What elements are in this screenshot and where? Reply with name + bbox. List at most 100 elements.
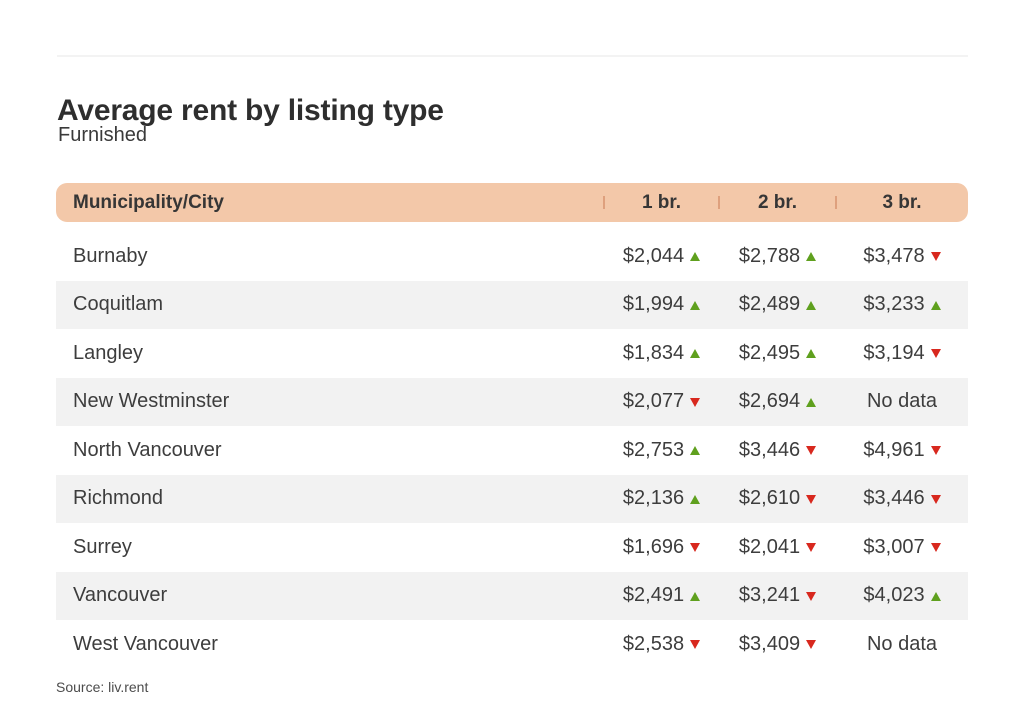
rent-value-cell: $2,610 [719, 487, 836, 510]
header-municipality: Municipality/City [73, 191, 224, 213]
rent-value-cell: $2,495 [719, 342, 836, 365]
page-title: Average rent by listing type [57, 94, 444, 128]
rent-value-cell: No data [836, 633, 968, 656]
rent-value-cell: $2,041 [719, 536, 836, 559]
trend-up-icon [690, 591, 701, 601]
trend-up-icon [690, 446, 701, 456]
trend-down-icon [690, 397, 701, 407]
rent-amount: $3,241 [738, 584, 801, 607]
rent-amount: $2,788 [738, 244, 801, 267]
city-label: Surrey [73, 535, 132, 558]
rent-amount: $2,610 [738, 487, 801, 510]
trend-up-icon [806, 397, 817, 407]
header-3br: 3 br. [835, 192, 968, 214]
rent-amount: $4,961 [863, 438, 925, 461]
trend-down-icon [806, 494, 817, 504]
rent-value-cell: $2,491 [604, 584, 719, 607]
table-row: Richmond $2,136 $2,610 $3,446 [56, 474, 968, 523]
rent-value-cell: $1,994 [604, 293, 719, 316]
rent-amount: $3,194 [863, 341, 925, 364]
rent-amount: $3,007 [863, 535, 925, 558]
rent-table: Municipality/City 1 br. 2 br. 3 br. Burn… [56, 183, 968, 669]
rent-amount: $3,446 [738, 438, 801, 461]
rent-amount: $3,478 [863, 244, 925, 267]
rent-value-cell: $4,023 [836, 584, 968, 607]
rent-amount: $2,077 [622, 390, 685, 413]
rent-value-cell: $3,241 [719, 584, 836, 607]
trend-down-icon [806, 640, 817, 650]
rent-amount: $2,495 [738, 341, 801, 364]
trend-down-icon [930, 252, 941, 262]
trend-down-icon [930, 446, 941, 456]
trend-down-icon [806, 591, 817, 601]
trend-down-icon [930, 543, 941, 553]
trend-up-icon [690, 300, 701, 310]
rent-value-cell: $3,233 [836, 293, 968, 316]
rent-amount: $2,491 [622, 584, 685, 607]
rent-amount: $2,753 [622, 438, 685, 461]
trend-up-icon [930, 591, 941, 601]
rent-value-cell: $2,077 [604, 390, 719, 413]
table-row: Burnaby $2,044 $2,788 $3,478 [56, 232, 968, 281]
rent-amount: $3,446 [863, 487, 925, 510]
city-label: Richmond [73, 487, 164, 510]
table-row: Surrey $1,696 $2,041 $3,007 [56, 523, 968, 572]
rent-value-cell: $1,834 [604, 342, 719, 365]
rent-value-cell: $2,538 [604, 633, 719, 656]
rent-value-cell: $3,478 [836, 245, 968, 268]
header-2br: 2 br. [718, 192, 836, 214]
trend-down-icon [690, 543, 701, 553]
table-body: Burnaby $2,044 $2,788 $3,478 Coquitlam $1,994… [56, 232, 968, 669]
city-label: North Vancouver [73, 438, 222, 461]
trend-up-icon [806, 300, 817, 310]
trend-up-icon [930, 300, 941, 310]
rent-value-cell: $2,753 [604, 439, 719, 462]
rent-amount: No data [866, 632, 938, 655]
trend-down-icon [930, 349, 941, 359]
rent-amount: $3,409 [738, 632, 801, 655]
source-attribution: Source: liv.rent [56, 679, 149, 695]
trend-up-icon [690, 494, 701, 504]
trend-up-icon [690, 252, 701, 262]
city-label: Coquitlam [73, 293, 164, 316]
rent-value-cell: $3,446 [719, 439, 836, 462]
rent-amount: $3,233 [863, 293, 925, 316]
rent-amount: $2,044 [622, 244, 685, 267]
rent-value-cell: No data [836, 390, 968, 413]
rent-amount: $1,994 [622, 293, 685, 316]
top-divider-line [57, 55, 968, 57]
rent-value-cell: $2,489 [719, 293, 836, 316]
table-row: Langley $1,834 $2,495 $3,194 [56, 329, 968, 378]
table-header-row: Municipality/City 1 br. 2 br. 3 br. [56, 183, 968, 222]
trend-up-icon [690, 349, 701, 359]
table-row: West Vancouver $2,538 $3,409 No data [56, 620, 968, 669]
rent-amount: $2,694 [738, 390, 801, 413]
rent-value-cell: $2,788 [719, 245, 836, 268]
trend-down-icon [806, 446, 817, 456]
city-label: West Vancouver [73, 632, 218, 655]
rent-value-cell: $1,696 [604, 536, 719, 559]
rent-amount: $2,538 [622, 632, 685, 655]
trend-down-icon [806, 543, 817, 553]
rent-amount: $4,023 [863, 584, 925, 607]
rent-amount: $2,136 [622, 487, 685, 510]
city-label: Burnaby [73, 244, 148, 267]
rent-value-cell: $3,409 [719, 633, 836, 656]
city-label: New Westminster [73, 390, 230, 413]
rent-value-cell: $3,194 [836, 342, 968, 365]
rent-value-cell: $4,961 [836, 439, 968, 462]
rent-amount: $2,489 [738, 293, 801, 316]
page-subtitle: Furnished [58, 124, 147, 146]
rent-value-cell: $2,044 [604, 245, 719, 268]
rent-value-cell: $3,007 [836, 536, 968, 559]
city-label: Langley [73, 341, 144, 364]
rent-amount: $1,834 [622, 341, 685, 364]
city-label: Vancouver [73, 584, 168, 607]
table-row: Coquitlam $1,994 $2,489 $3,233 [56, 280, 968, 329]
table-row: Vancouver $2,491 $3,241 $4,023 [56, 571, 968, 620]
rent-amount: $2,041 [738, 535, 801, 558]
header-1br: 1 br. [603, 192, 719, 214]
table-row: New Westminster $2,077 $2,694 No data [56, 377, 968, 426]
trend-up-icon [806, 252, 817, 262]
trend-up-icon [806, 349, 817, 359]
